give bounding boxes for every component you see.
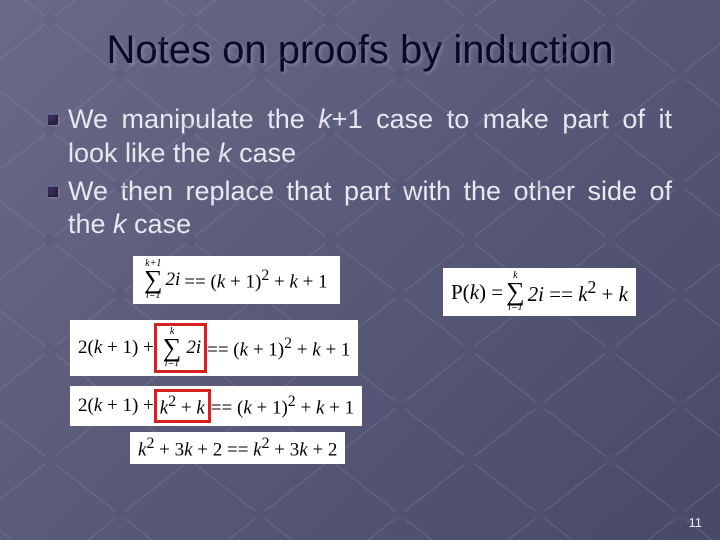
slide-title: Notes on proofs by induction <box>0 0 720 73</box>
bullet-text: We then replace that part with the other… <box>68 175 672 243</box>
sigma-icon: k+1 ∑ i=1 <box>144 259 163 301</box>
formula-pk: P(k) = k ∑ i=1 2i == k2 + k <box>443 268 636 316</box>
formula-2: 2(k + 1) + k ∑ i=1 2i == (k + 1)2 + k + … <box>70 320 358 376</box>
bullet-text: We manipulate the k+1 case to make part … <box>68 103 672 171</box>
bullet-icon <box>48 187 58 197</box>
bullet-icon <box>48 115 58 125</box>
content-area: We manipulate the k+1 case to make part … <box>0 73 720 516</box>
page-number: 11 <box>689 515 703 530</box>
sigma-icon: k ∑ i=1 <box>163 327 182 369</box>
highlight-box: k2 + k <box>154 389 211 423</box>
bullet-item: We manipulate the k+1 case to make part … <box>48 103 672 171</box>
formula-3: 2(k + 1) + k2 + k == (k + 1)2 + k + 1 <box>70 386 362 426</box>
formula-4: k2 + 3k + 2 == k2 + 3k + 2 <box>130 432 345 464</box>
formula-area: k+1 ∑ i=1 2i == (k + 1)2 + k + 1 P(k) = … <box>48 256 672 516</box>
sigma-icon: k ∑ i=1 <box>506 271 525 313</box>
formula-1: k+1 ∑ i=1 2i == (k + 1)2 + k + 1 <box>133 256 340 304</box>
bullet-item: We then replace that part with the other… <box>48 175 672 243</box>
highlight-box: k ∑ i=1 2i <box>154 323 207 373</box>
